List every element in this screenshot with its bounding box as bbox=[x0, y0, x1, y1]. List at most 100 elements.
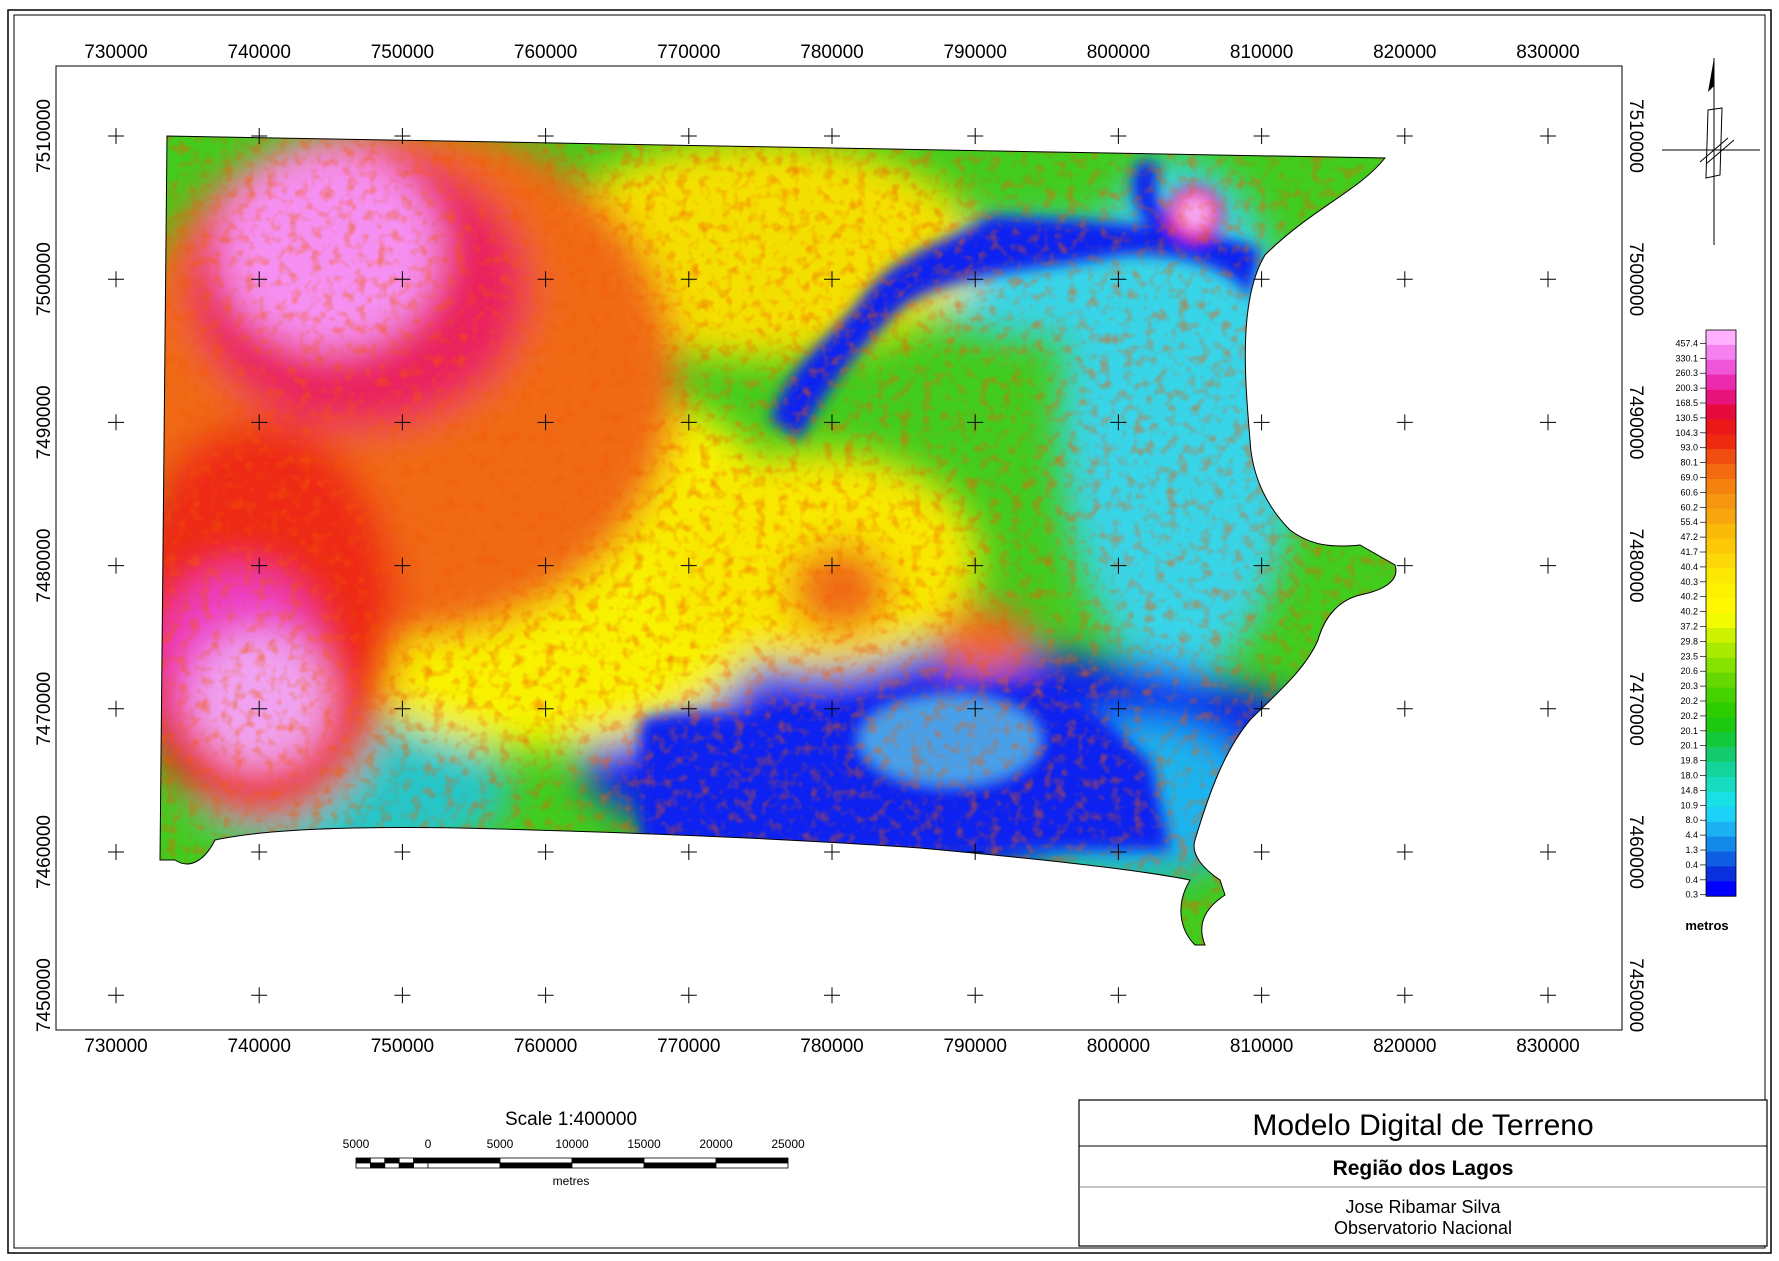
grid-cross bbox=[1540, 700, 1556, 717]
easting-label: 820000 bbox=[1373, 1036, 1436, 1057]
grid-cross bbox=[967, 271, 984, 288]
scale-tick-label: 0 bbox=[425, 1137, 432, 1151]
legend-value: 19.8 bbox=[1680, 756, 1698, 766]
grid-cross bbox=[680, 271, 697, 288]
grid-cross bbox=[824, 700, 840, 717]
scale-title: Scale 1:400000 bbox=[505, 1109, 637, 1130]
legend-swatch bbox=[1706, 613, 1736, 629]
scale-tick-label: 10000 bbox=[555, 1137, 589, 1151]
legend-value: 20.2 bbox=[1680, 696, 1698, 706]
map-title: Modelo Digital de Terreno bbox=[1252, 1109, 1593, 1142]
easting-labels-top: 730000 740000 750000 760000 770000 780000 7900… bbox=[84, 42, 1579, 63]
legend-swatch bbox=[1706, 791, 1736, 808]
legend-value: 40.2 bbox=[1680, 607, 1698, 617]
grid-cross bbox=[680, 987, 697, 1004]
grid-cross bbox=[824, 844, 840, 860]
easting-label: 830000 bbox=[1516, 42, 1579, 63]
legend-value: 47.2 bbox=[1680, 532, 1698, 542]
legend-swatch bbox=[1706, 449, 1736, 465]
legend-swatch bbox=[1706, 881, 1736, 897]
scale-tick-label: 5000 bbox=[487, 1137, 514, 1151]
northing-label: 7480000 bbox=[34, 529, 55, 603]
legend-swatch bbox=[1706, 419, 1736, 435]
legend-value: 168.5 bbox=[1675, 398, 1698, 408]
easting-label: 780000 bbox=[800, 42, 863, 63]
grid-cross bbox=[394, 128, 411, 144]
legend-value: 104.3 bbox=[1675, 428, 1698, 438]
grid-cross bbox=[108, 844, 124, 860]
legend-value: 60.2 bbox=[1680, 502, 1698, 512]
grid-cross bbox=[1396, 128, 1413, 144]
grid-cross bbox=[251, 557, 268, 574]
grid-cross bbox=[1253, 414, 1270, 431]
scale-tick-label: 15000 bbox=[627, 1137, 661, 1151]
easting-label: 800000 bbox=[1087, 42, 1150, 63]
grid-cross bbox=[680, 128, 697, 144]
legend-value: 330.1 bbox=[1675, 353, 1698, 363]
grid-cross bbox=[537, 128, 554, 144]
grid-cross bbox=[1110, 557, 1127, 574]
legend-swatch bbox=[1706, 464, 1736, 480]
grid-cross bbox=[108, 700, 124, 717]
grid-cross bbox=[1396, 271, 1413, 288]
legend-swatch bbox=[1706, 508, 1736, 525]
grid-cross bbox=[1253, 987, 1270, 1004]
grid-cross bbox=[1253, 700, 1270, 717]
legend-value: 55.4 bbox=[1680, 517, 1698, 527]
grid-cross bbox=[1110, 987, 1127, 1004]
northing-label: 7450000 bbox=[1625, 958, 1646, 1032]
legend-value: 0.4 bbox=[1685, 875, 1698, 885]
easting-label: 760000 bbox=[514, 42, 577, 63]
grid-cross bbox=[824, 271, 840, 288]
grid-cross bbox=[537, 844, 554, 860]
grid-cross bbox=[394, 700, 411, 717]
north-arrow-icon bbox=[1662, 58, 1760, 245]
legend-swatch bbox=[1706, 404, 1736, 420]
northing-label: 7470000 bbox=[1625, 672, 1646, 746]
easting-label: 760000 bbox=[514, 1036, 577, 1057]
northing-label: 7510000 bbox=[1625, 99, 1646, 173]
grid-cross bbox=[1396, 844, 1413, 860]
northing-label: 7460000 bbox=[1625, 815, 1646, 889]
legend-swatch bbox=[1706, 687, 1736, 703]
grid-cross bbox=[251, 128, 268, 144]
easting-label: 780000 bbox=[800, 1036, 863, 1057]
legend-swatch bbox=[1706, 851, 1736, 867]
grid-cross bbox=[967, 557, 984, 574]
grid-cross bbox=[537, 414, 554, 431]
legend-value: 41.7 bbox=[1680, 547, 1698, 557]
easting-label: 810000 bbox=[1230, 1036, 1293, 1057]
scale-unit: metres bbox=[553, 1174, 590, 1188]
easting-label: 730000 bbox=[84, 1036, 147, 1057]
legend-swatch bbox=[1706, 583, 1736, 599]
grid-cross bbox=[537, 557, 554, 574]
legend-swatch bbox=[1706, 866, 1736, 882]
legend-unit: metros bbox=[1685, 918, 1728, 933]
legend-value: 0.3 bbox=[1685, 890, 1698, 900]
grid-cross bbox=[1253, 271, 1270, 288]
legend-value: 14.8 bbox=[1680, 785, 1698, 795]
grid-cross bbox=[1396, 557, 1413, 574]
map-subtitle: Região dos Lagos bbox=[1333, 1157, 1514, 1180]
grid-cross bbox=[1110, 128, 1127, 144]
grid-cross bbox=[108, 271, 124, 288]
easting-label: 820000 bbox=[1373, 42, 1436, 63]
easting-label: 750000 bbox=[371, 42, 434, 63]
easting-label: 740000 bbox=[227, 42, 290, 63]
legend-value: 23.5 bbox=[1680, 651, 1698, 661]
easting-label: 790000 bbox=[943, 1036, 1006, 1057]
legend-value: 20.6 bbox=[1680, 666, 1698, 676]
grid-cross bbox=[537, 987, 554, 1004]
northing-label: 7490000 bbox=[34, 385, 55, 459]
grid-cross bbox=[680, 557, 697, 574]
grid-cross bbox=[1540, 271, 1556, 288]
grid-cross bbox=[1110, 844, 1127, 860]
northing-label: 7470000 bbox=[34, 672, 55, 746]
legend-value: 93.0 bbox=[1680, 443, 1698, 453]
grid-cross bbox=[824, 557, 840, 574]
grid-cross bbox=[1253, 128, 1270, 144]
legend-value: 0.4 bbox=[1685, 860, 1698, 870]
grid-cross bbox=[680, 414, 697, 431]
grid-cross bbox=[251, 987, 268, 1004]
grid-cross bbox=[108, 414, 124, 431]
